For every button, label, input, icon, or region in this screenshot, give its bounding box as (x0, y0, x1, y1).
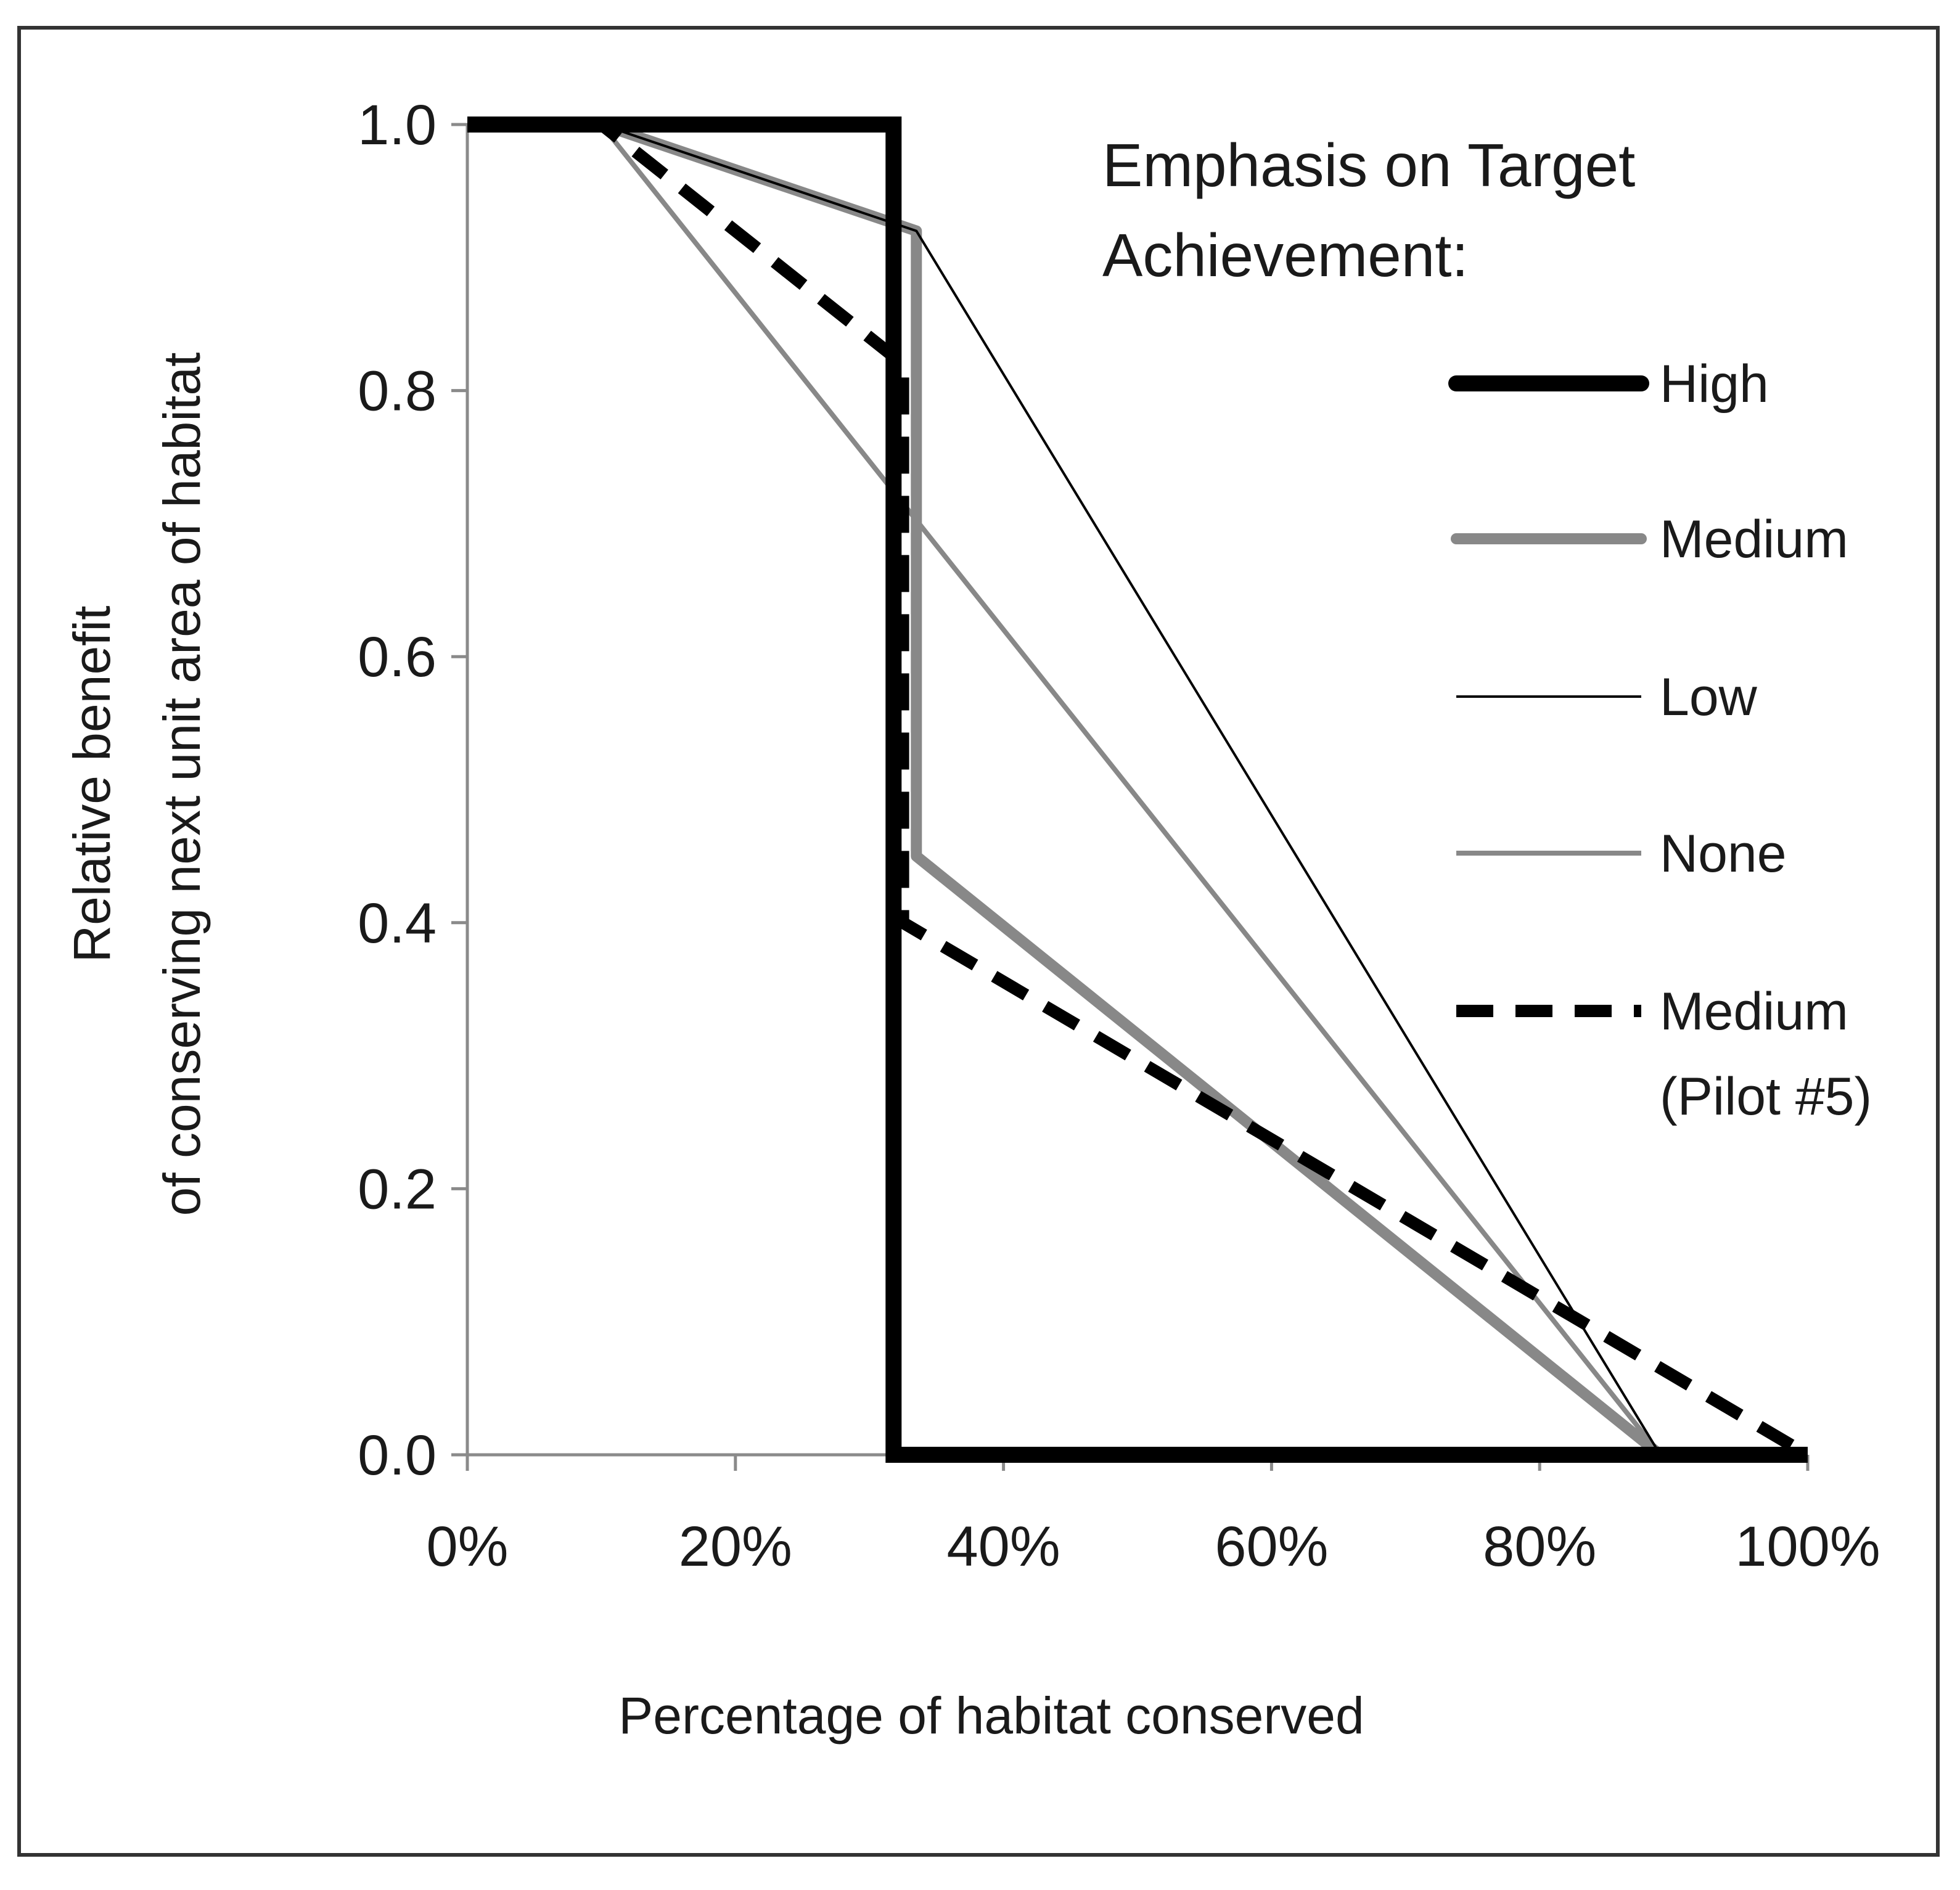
series-lines (467, 117, 1811, 1463)
legend-title-line-1: Emphasis on Target (1102, 131, 1635, 199)
x-axis-label: Percentage of habitat conserved (618, 1687, 1364, 1745)
y-axis-label-line-2: of conserving next unit area of habitat (153, 353, 211, 1216)
x-tick-label: 20% (679, 1515, 792, 1578)
legend: Emphasis on Target Achievement: High Medium… (1102, 131, 1872, 1126)
x-tick-label: 60% (1215, 1515, 1328, 1578)
series-line-thick-black (467, 117, 1808, 1463)
x-tick-label: 40% (947, 1515, 1060, 1578)
legend-title-line-2: Achievement: (1102, 221, 1469, 289)
y-tick-label: 0.8 (358, 360, 437, 423)
y-tick-label: 0.0 (358, 1424, 437, 1487)
series-line-thin-gray (467, 122, 1808, 1457)
legend-label: Low (1660, 668, 1758, 727)
axes: 0.0 0.2 0.4 0.6 0.8 1.0 0% 20% 40% 60% 80% 100% (358, 94, 1880, 1578)
legend-label: High (1660, 354, 1769, 414)
y-tick-label: 0.4 (358, 892, 437, 955)
y-tick-label: 0.2 (358, 1158, 437, 1221)
legend-label: None (1660, 824, 1787, 883)
x-tick-label: 80% (1483, 1515, 1596, 1578)
series-line-thick-gray (467, 119, 1808, 1460)
y-axis-label-line-1: Relative benefit (63, 605, 121, 962)
series-line-thin-black (467, 123, 1808, 1456)
x-tick-label: 100% (1735, 1515, 1880, 1578)
legend-label: Medium (1660, 982, 1848, 1041)
series-line-dashed-black (467, 118, 1811, 1460)
legend-label-line-2: (Pilot #5) (1660, 1067, 1872, 1126)
y-tick-label: 1.0 (358, 94, 437, 157)
legend-label: Medium (1660, 510, 1848, 569)
axis-labels: Percentage of habitat conserved Relative … (63, 353, 1364, 1745)
y-tick-label: 0.6 (358, 626, 437, 689)
x-tick-label: 0% (427, 1515, 509, 1578)
